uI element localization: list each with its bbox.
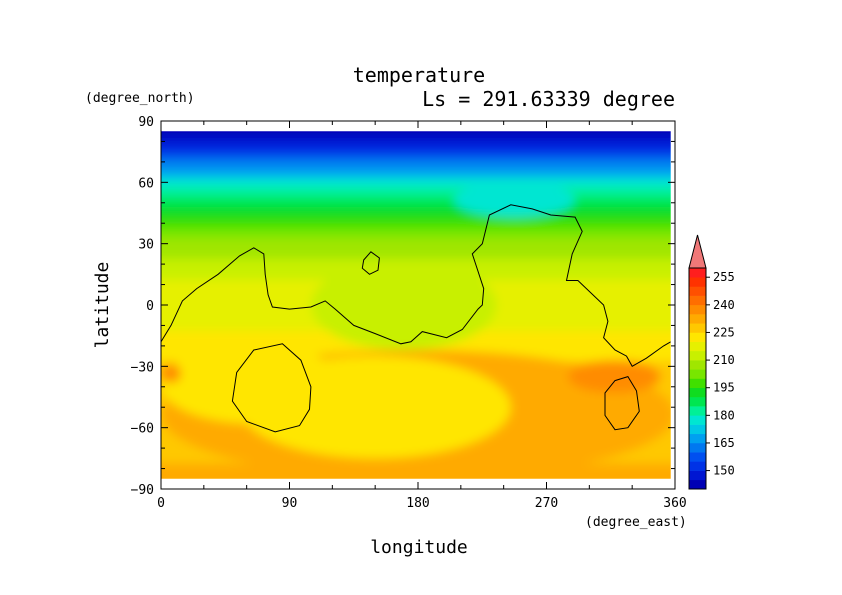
temperature-band	[161, 177, 671, 188]
temperature-band	[161, 218, 671, 229]
temperature-band	[161, 131, 671, 137]
x-units-label: (degree_east)	[585, 515, 687, 530]
y-tick-label: −60	[131, 422, 154, 437]
temperature-band	[161, 146, 671, 158]
colorbar-swatch	[689, 286, 706, 296]
temperature-band	[161, 207, 671, 219]
colorbar-swatch	[689, 378, 706, 389]
colorbar-extend-arrow	[688, 234, 707, 269]
temperature-band	[161, 136, 671, 148]
colorbar-swatch	[689, 323, 706, 333]
x-tick-label: 90	[282, 496, 298, 511]
colorbar-swatch	[689, 387, 706, 398]
colorbar-swatch	[689, 452, 706, 462]
temperature-band	[161, 228, 671, 240]
axis-ticks: 0 90 180 270 360 90 60 30 0 −30 −60 −90	[131, 115, 687, 511]
colorbar-swatch	[689, 268, 706, 278]
colorbar-tick-label: 165	[713, 436, 735, 450]
temperature-region	[567, 360, 661, 393]
colorbar-swatch	[689, 295, 706, 306]
chart-subtitle: Ls = 291.63339 degree	[422, 87, 675, 111]
colorbar-swatch	[689, 479, 706, 490]
y-tick-label: 0	[146, 299, 154, 314]
x-tick-label: 360	[663, 496, 686, 511]
colorbar-swatch	[689, 360, 706, 370]
colorbar-swatch	[689, 415, 706, 425]
colorbar-swatch	[689, 332, 706, 342]
colorbar-tick-label: 210	[713, 353, 735, 367]
colorbar: 150 165 180 195 210 225 240 255	[688, 234, 735, 490]
colorbar-swatch	[689, 424, 706, 435]
colorbar-frame	[688, 267, 707, 490]
x-axis-label: longitude	[370, 537, 468, 558]
colorbar-swatch	[689, 341, 706, 352]
colorbar-tick-label: 195	[713, 381, 735, 395]
chart-title: temperature	[353, 63, 485, 87]
colorbar-swatch	[689, 461, 706, 471]
colorbar-swatch	[689, 470, 706, 481]
temperature-band	[161, 197, 671, 209]
temperature-region	[161, 345, 347, 424]
colorbar-swatch	[689, 433, 706, 444]
temperature-field	[161, 131, 671, 479]
colorbar-swatch	[689, 277, 706, 287]
colorbar-swatch	[689, 304, 706, 315]
temperature-band	[161, 187, 671, 199]
colorbar-tick-label: 225	[713, 325, 735, 339]
colorbar-swatch	[689, 314, 706, 324]
colorbar-tick-label: 240	[713, 298, 735, 312]
y-tick-label: −30	[131, 360, 154, 375]
y-tick-label: 90	[138, 115, 154, 130]
colorbar-tick-label: 180	[713, 408, 735, 422]
temperature-band	[161, 238, 671, 250]
contour-crater-west	[231, 343, 312, 433]
x-tick-label: 0	[157, 496, 165, 511]
y-tick-label: 30	[138, 238, 154, 253]
colorbar-swatch	[689, 396, 706, 407]
y-tick-label: −90	[131, 483, 154, 498]
colorbar-swatch	[689, 369, 706, 379]
temperature-region	[310, 260, 497, 350]
colorbar-tick-label: 150	[713, 464, 735, 478]
topography-contours	[161, 204, 671, 433]
y-tick-label: 60	[138, 176, 154, 191]
x-tick-label: 270	[535, 496, 558, 511]
temperature-region	[453, 182, 576, 218]
temperature-region	[161, 364, 181, 383]
colorbar-swatch	[689, 406, 706, 416]
contour-crater-east	[604, 376, 640, 431]
temperature-band	[161, 156, 671, 168]
temperature-band	[161, 248, 671, 260]
colorbar-swatch	[689, 350, 706, 361]
colorbar-swatch	[689, 442, 706, 453]
contour-continent	[161, 204, 671, 367]
temperature-band	[161, 167, 671, 178]
x-tick-label: 180	[406, 496, 429, 511]
colorbar-tick-label: 255	[713, 270, 735, 284]
y-axis-label: latitude	[92, 262, 113, 349]
contour-island	[361, 251, 380, 275]
y-units-label: (degree_north)	[85, 91, 195, 106]
